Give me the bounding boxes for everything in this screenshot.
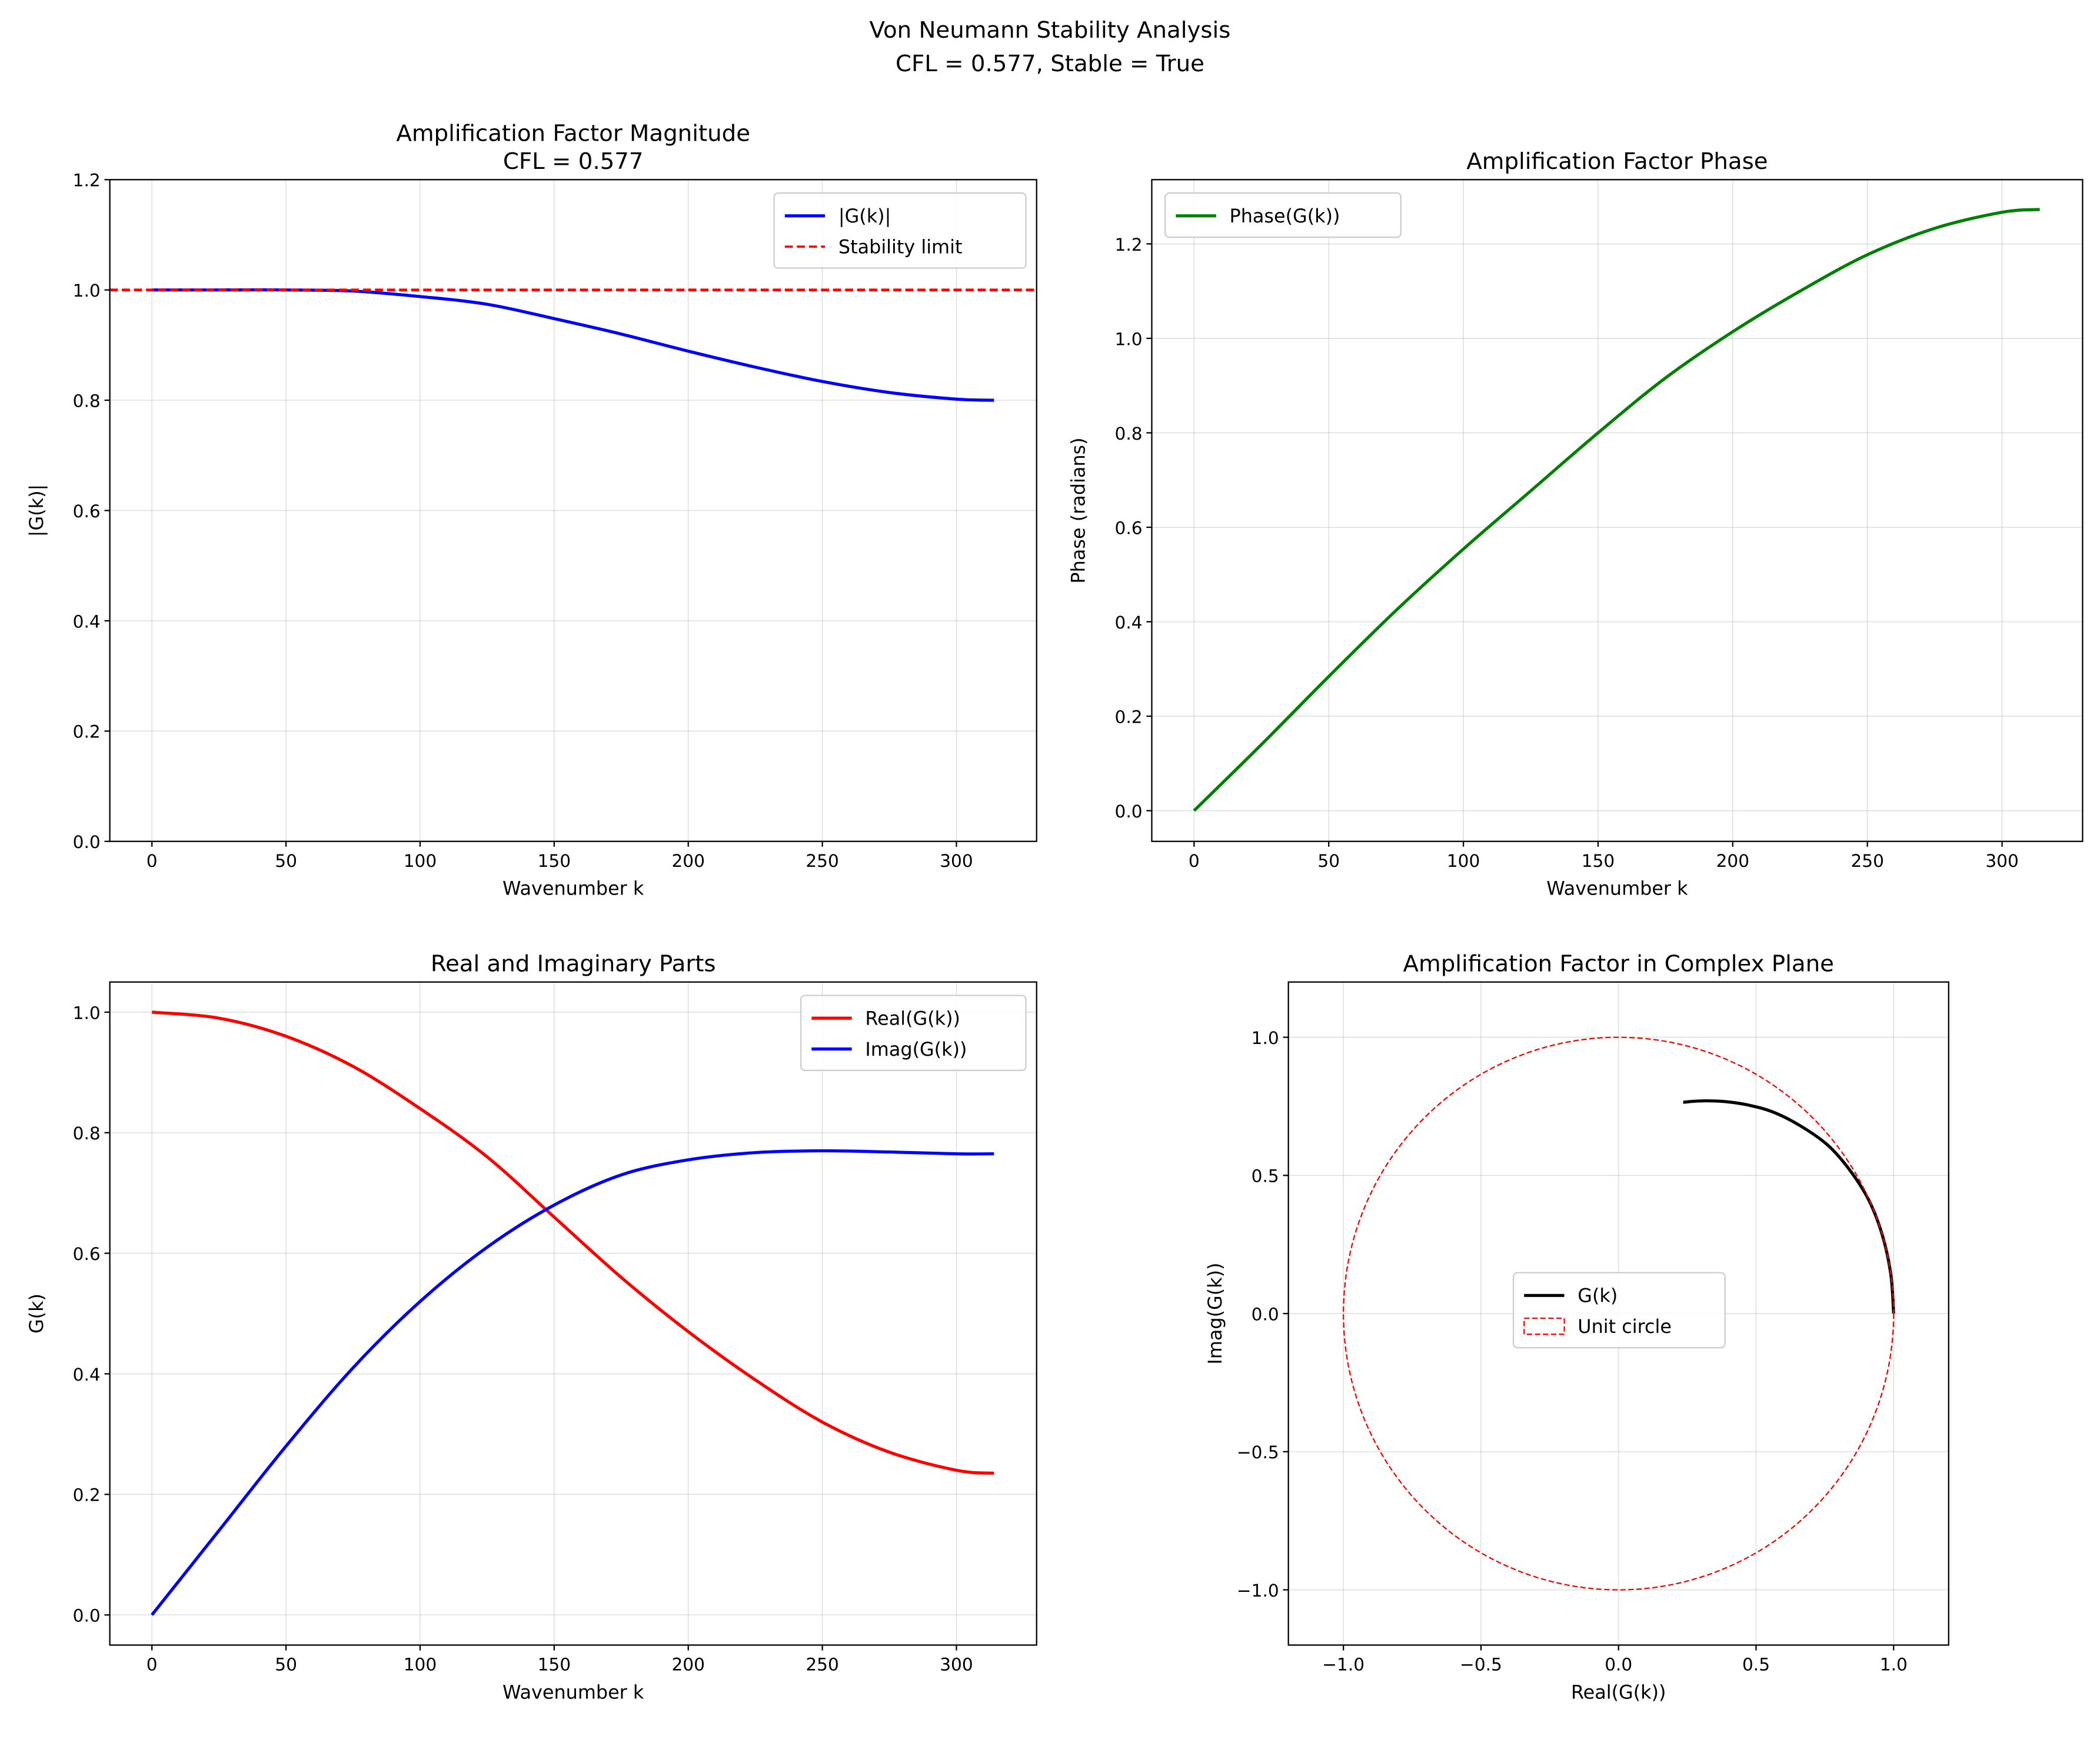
y-tick-label: 1.0 (73, 1003, 101, 1023)
series-imag-g-k-line (151, 1149, 994, 1616)
x-tick-label: 200 (671, 851, 704, 871)
legend-label: Unit circle (1578, 1315, 1672, 1338)
y-tick-label: −1.0 (1237, 1581, 1279, 1601)
suptitle-line-1: Von Neumann Stability Analysis (870, 17, 1231, 44)
x-tick-label: 0.0 (1605, 1655, 1632, 1675)
x-tick-label: 100 (404, 1655, 437, 1675)
y-tick-label: 0.0 (73, 832, 101, 852)
x-tick-label: 250 (806, 851, 838, 871)
subplot-2: 0 50 100 150 200 250 300 0.0 0.2 0.4 0.6 0.8 1.0 1.2 A… (1067, 148, 2084, 900)
y-tick-label: 1.0 (73, 281, 101, 301)
x-axis-label: Wavenumber k (502, 1681, 644, 1703)
y-tick-label: 1.0 (1252, 1028, 1279, 1048)
legend-label: Phase(G(k)) (1230, 205, 1340, 227)
x-tick-label: 250 (806, 1655, 838, 1675)
series-g-k-line (1682, 1099, 1895, 1314)
x-tick-label: 0.5 (1742, 1655, 1770, 1675)
y-tick-label: 0.4 (73, 1365, 101, 1385)
legend-label: Real(G(k)) (865, 1008, 960, 1030)
x-tick-label: 150 (538, 1655, 571, 1675)
axes-frame (1151, 179, 2084, 842)
x-tick-label: 200 (1716, 851, 1749, 871)
y-tick-label: 0.5 (1252, 1166, 1279, 1186)
y-tick-label: 0.0 (73, 1606, 101, 1626)
y-tick-label: 0.8 (73, 391, 101, 411)
x-axis-label: Wavenumber k (1546, 877, 1688, 900)
y-tick-label: 1.2 (73, 171, 101, 191)
series-unit-circle-circle (1343, 1036, 1895, 1591)
x-tick-label: −1.0 (1322, 1655, 1364, 1675)
y-tick-label: 0.2 (73, 722, 101, 742)
legend-frame (1164, 192, 1402, 238)
subplot-4: −1.0 −0.5 0.0 0.5 1.0 −1.0 −0.5 0.0 0.5 1.0 Amplif… (1204, 950, 1949, 1703)
axes-frame (109, 179, 1037, 842)
y-tick-label: 0.2 (73, 1485, 101, 1505)
legend-label: Imag(G(k)) (865, 1038, 967, 1060)
legend: Real(G(k)) Imag(G(k)) (800, 995, 1027, 1072)
y-tick-label: 0.6 (73, 501, 101, 521)
x-tick-label: 200 (671, 1655, 704, 1675)
legend-frame (773, 192, 1027, 269)
y-tick-label: 0.6 (1115, 518, 1143, 538)
y-axis-label: Phase (radians) (1067, 437, 1090, 583)
suptitle-line-2: CFL = 0.577, Stable = True (896, 51, 1204, 77)
y-tick-label: −0.5 (1237, 1442, 1279, 1462)
legend: |G(k)| Stability limit (773, 192, 1027, 269)
subplot-1: 0 50 100 150 200 250 300 0.0 0.2 0.4 0.6 0.8 1.0 1.2 A… (25, 120, 1037, 900)
x-tick-label: −0.5 (1460, 1655, 1502, 1675)
legend: G(k) Unit circle (1512, 1272, 1726, 1349)
subplot-title: CFL = 0.577 (503, 148, 644, 175)
series-real-g-k-line (151, 1010, 994, 1475)
series-g-k-line (152, 288, 994, 402)
x-tick-label: 0 (147, 851, 158, 871)
subplot-3: 0 50 100 150 200 250 300 0.0 0.2 0.4 0.6 0.8 1.0 Real… (25, 950, 1037, 1703)
subplot-title: Amplification Factor in Complex Plane (1403, 950, 1834, 977)
y-tick-label: 0.4 (1115, 613, 1143, 633)
x-tick-label: 0 (147, 1655, 158, 1675)
y-tick-label: 1.2 (1115, 235, 1143, 255)
subplot-title: Amplification Factor Magnitude (396, 120, 750, 147)
x-tick-label: 250 (1851, 851, 1883, 871)
legend-label: Stability limit (838, 235, 963, 258)
x-tick-label: 300 (1985, 851, 2018, 871)
axes-frame (109, 981, 1037, 1646)
x-tick-label: 50 (275, 1655, 297, 1675)
y-tick-label: 0.2 (1115, 707, 1143, 727)
x-tick-label: 150 (538, 851, 571, 871)
legend-frame (800, 995, 1027, 1072)
x-axis-label: Wavenumber k (502, 877, 644, 900)
x-tick-label: 1.0 (1880, 1655, 1908, 1675)
x-tick-label: 100 (1447, 851, 1480, 871)
x-tick-label: 50 (1317, 851, 1340, 871)
y-tick-label: 0.0 (1115, 802, 1143, 822)
x-tick-label: 300 (940, 1655, 973, 1675)
y-tick-label: 0.6 (73, 1244, 101, 1264)
y-tick-label: 0.8 (1115, 424, 1143, 444)
subplot-title: Amplification Factor Phase (1466, 148, 1768, 175)
subplot-title: Real and Imaginary Parts (431, 950, 716, 977)
x-tick-label: 0 (1189, 851, 1200, 871)
x-tick-label: 50 (275, 851, 297, 871)
y-axis-label: G(k) (25, 1294, 48, 1334)
axes-frame (1287, 981, 1949, 1646)
y-tick-label: 0.8 (73, 1123, 101, 1143)
y-tick-label: 0.0 (1252, 1304, 1279, 1324)
series-phase-g-k-line (1193, 208, 2040, 812)
y-axis-label: Imag(G(k)) (1204, 1263, 1226, 1365)
y-tick-label: 1.0 (1115, 329, 1143, 349)
y-axis-label: |G(k)| (25, 484, 48, 537)
legend-swatch (1523, 1317, 1565, 1335)
legend-frame (1512, 1272, 1726, 1349)
legend-label: G(k) (1578, 1285, 1618, 1307)
x-tick-label: 300 (940, 851, 973, 871)
x-axis-label: Real(G(k)) (1571, 1681, 1666, 1703)
legend: Phase(G(k)) (1164, 192, 1402, 238)
x-tick-label: 150 (1582, 851, 1615, 871)
legend-label: |G(k)| (838, 205, 891, 227)
x-tick-label: 100 (404, 851, 437, 871)
y-tick-label: 0.4 (73, 611, 101, 631)
